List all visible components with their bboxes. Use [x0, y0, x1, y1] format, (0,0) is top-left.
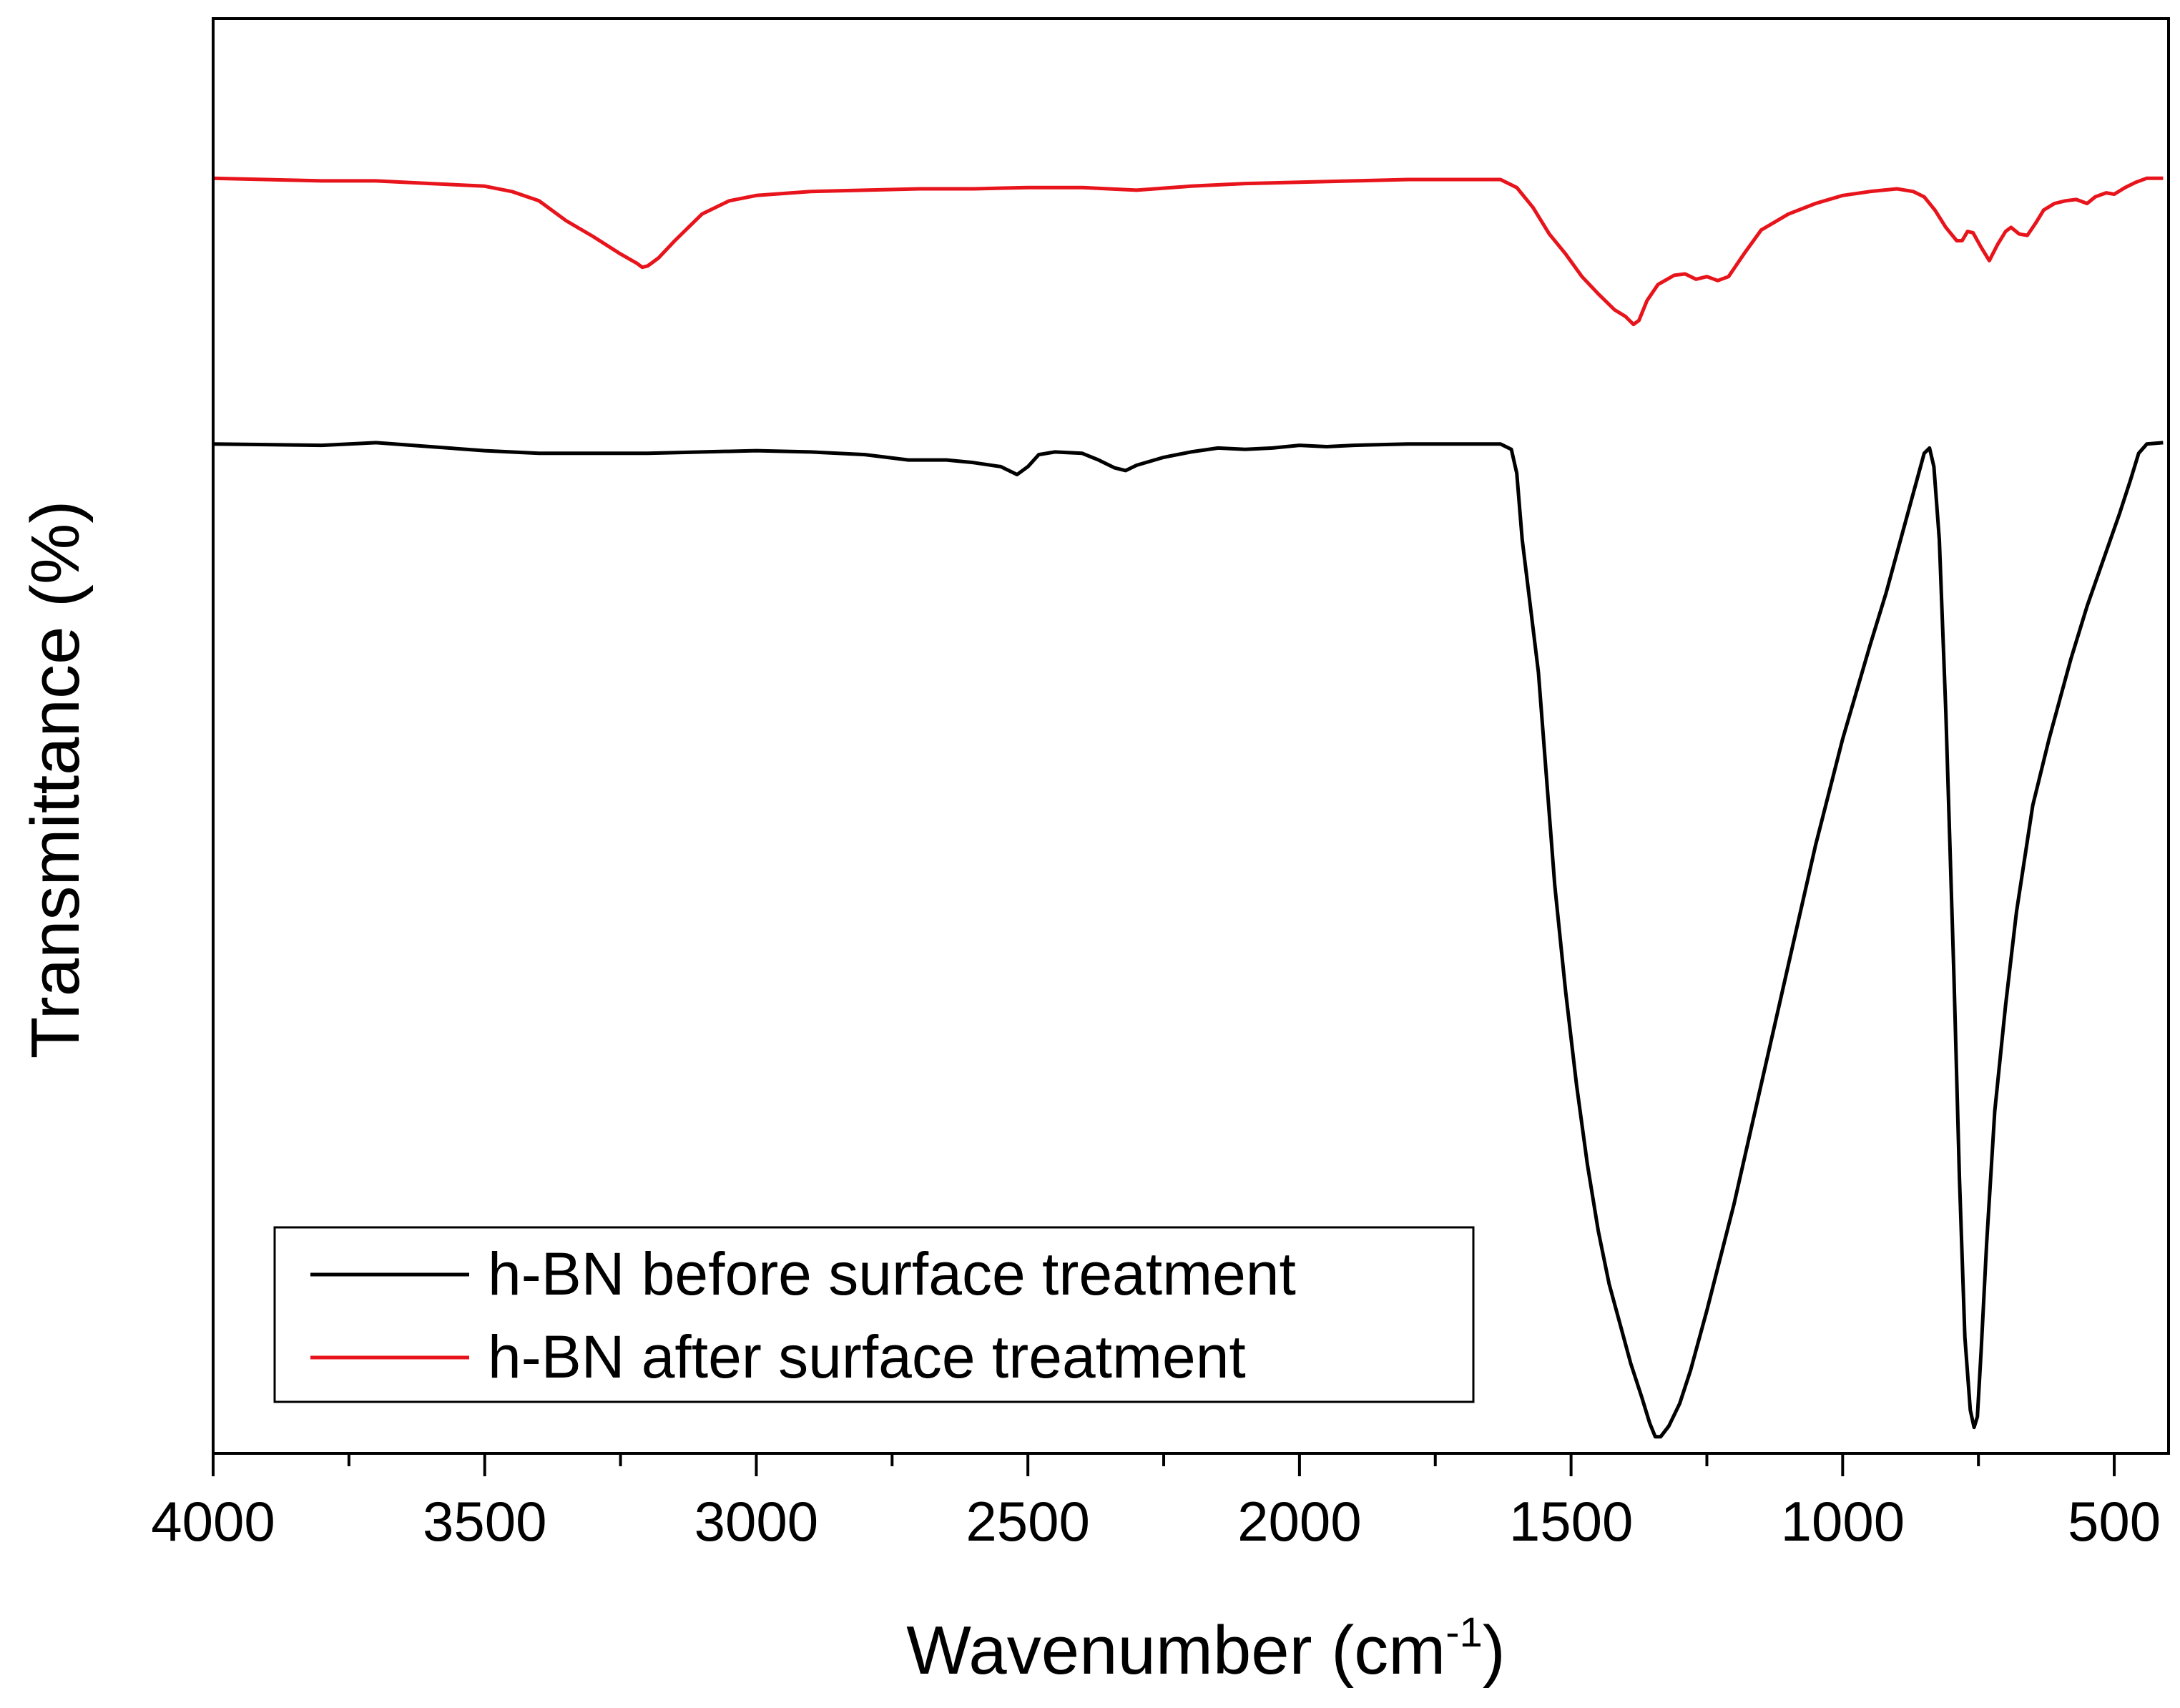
legend-box: [273, 1226, 1475, 1403]
legend-label-after: h-BN after surface treatment: [488, 1323, 1246, 1390]
x-axis-title-suffix: ): [1483, 1612, 1506, 1689]
plot-frame: [212, 17, 2170, 1455]
x-tick-label: 1000: [1781, 1490, 1905, 1553]
x-tick-label: 2000: [1237, 1490, 1362, 1553]
x-tick-label: 2500: [966, 1490, 1090, 1553]
x-axis-title: Wavenumber (cm-1): [906, 1609, 1505, 1689]
y-axis-title: Transmittance (%): [17, 501, 94, 1059]
x-axis-tick-labels: 4000 3500 3000 2500 2000 1500 1000 500: [151, 1490, 2161, 1553]
legend: h-BN before surface treatment h-BN after…: [273, 1226, 1475, 1403]
series-layer: [212, 176, 2164, 1439]
x-axis-title-superscript: -1: [1445, 1609, 1483, 1656]
x-axis-ticks: [212, 1453, 2116, 1476]
x-tick-label: 3000: [694, 1490, 819, 1553]
legend-label-before: h-BN before surface treatment: [488, 1240, 1296, 1307]
series-line-after-treatment: [212, 176, 2164, 327]
series-line-before-treatment: [212, 441, 2164, 1439]
x-tick-label: 4000: [151, 1490, 275, 1553]
x-tick-label: 3500: [423, 1490, 547, 1553]
x-tick-label: 500: [2068, 1490, 2161, 1553]
x-axis-title-main: Wavenumber (cm: [906, 1612, 1445, 1689]
x-tick-label: 1500: [1509, 1490, 1634, 1553]
